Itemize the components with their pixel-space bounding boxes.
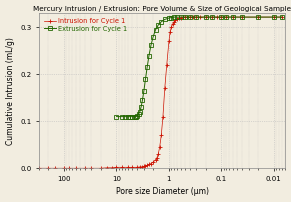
Extrusion for Cycle 1	[138, 111, 141, 113]
Extrusion for Cycle 1	[151, 36, 155, 38]
Extrusion for Cycle 1	[183, 16, 187, 18]
Extrusion for Cycle 1	[126, 115, 130, 118]
Extrusion for Cycle 1	[179, 16, 182, 18]
Extrusion for Cycle 1	[280, 16, 284, 18]
Extrusion for Cycle 1	[128, 115, 132, 118]
Extrusion for Cycle 1	[163, 18, 166, 21]
Intrusion for Cycle 1	[256, 16, 260, 18]
Intrusion for Cycle 1	[130, 166, 134, 168]
Extrusion for Cycle 1	[149, 44, 153, 46]
Extrusion for Cycle 1	[220, 16, 223, 18]
Extrusion for Cycle 1	[134, 115, 138, 118]
Intrusion for Cycle 1	[126, 166, 130, 168]
Extrusion for Cycle 1	[204, 16, 207, 18]
Intrusion for Cycle 1	[185, 16, 189, 18]
Extrusion for Cycle 1	[170, 16, 173, 19]
Extrusion for Cycle 1	[231, 16, 235, 18]
Intrusion for Cycle 1	[37, 167, 41, 169]
Extrusion for Cycle 1	[133, 115, 136, 118]
Extrusion for Cycle 1	[147, 54, 151, 57]
Extrusion for Cycle 1	[144, 78, 147, 80]
Intrusion for Cycle 1	[280, 16, 284, 18]
Title: Mercury Intrusion / Extrusion: Pore Volume & Size of Geological Sample: Mercury Intrusion / Extrusion: Pore Volu…	[33, 6, 291, 12]
Extrusion for Cycle 1	[120, 115, 123, 118]
Line: Extrusion for Cycle 1: Extrusion for Cycle 1	[115, 15, 284, 118]
Extrusion for Cycle 1	[175, 16, 179, 18]
Extrusion for Cycle 1	[137, 113, 140, 116]
Extrusion for Cycle 1	[115, 115, 118, 118]
Extrusion for Cycle 1	[167, 17, 171, 19]
Extrusion for Cycle 1	[123, 115, 126, 118]
Extrusion for Cycle 1	[188, 16, 191, 18]
Extrusion for Cycle 1	[157, 24, 160, 26]
Extrusion for Cycle 1	[130, 115, 134, 118]
Y-axis label: Cumulative Intrusion (mL/g): Cumulative Intrusion (mL/g)	[6, 37, 15, 145]
Extrusion for Cycle 1	[256, 16, 260, 18]
Extrusion for Cycle 1	[272, 16, 276, 18]
Line: Intrusion for Cycle 1: Intrusion for Cycle 1	[37, 15, 284, 170]
Extrusion for Cycle 1	[142, 89, 146, 92]
Extrusion for Cycle 1	[195, 16, 198, 18]
Intrusion for Cycle 1	[181, 16, 184, 18]
Extrusion for Cycle 1	[139, 106, 143, 108]
Extrusion for Cycle 1	[146, 66, 149, 68]
Intrusion for Cycle 1	[210, 16, 214, 18]
Extrusion for Cycle 1	[141, 99, 144, 101]
Extrusion for Cycle 1	[240, 16, 244, 18]
Extrusion for Cycle 1	[210, 16, 214, 18]
Extrusion for Cycle 1	[154, 28, 157, 31]
X-axis label: Pore size Diameter (μm): Pore size Diameter (μm)	[116, 187, 209, 196]
Intrusion for Cycle 1	[175, 18, 179, 20]
Extrusion for Cycle 1	[159, 21, 163, 23]
Extrusion for Cycle 1	[136, 115, 139, 117]
Extrusion for Cycle 1	[172, 16, 176, 18]
Extrusion for Cycle 1	[225, 16, 228, 18]
Legend: Intrusion for Cycle 1, Extrusion for Cycle 1: Intrusion for Cycle 1, Extrusion for Cyc…	[42, 17, 129, 33]
